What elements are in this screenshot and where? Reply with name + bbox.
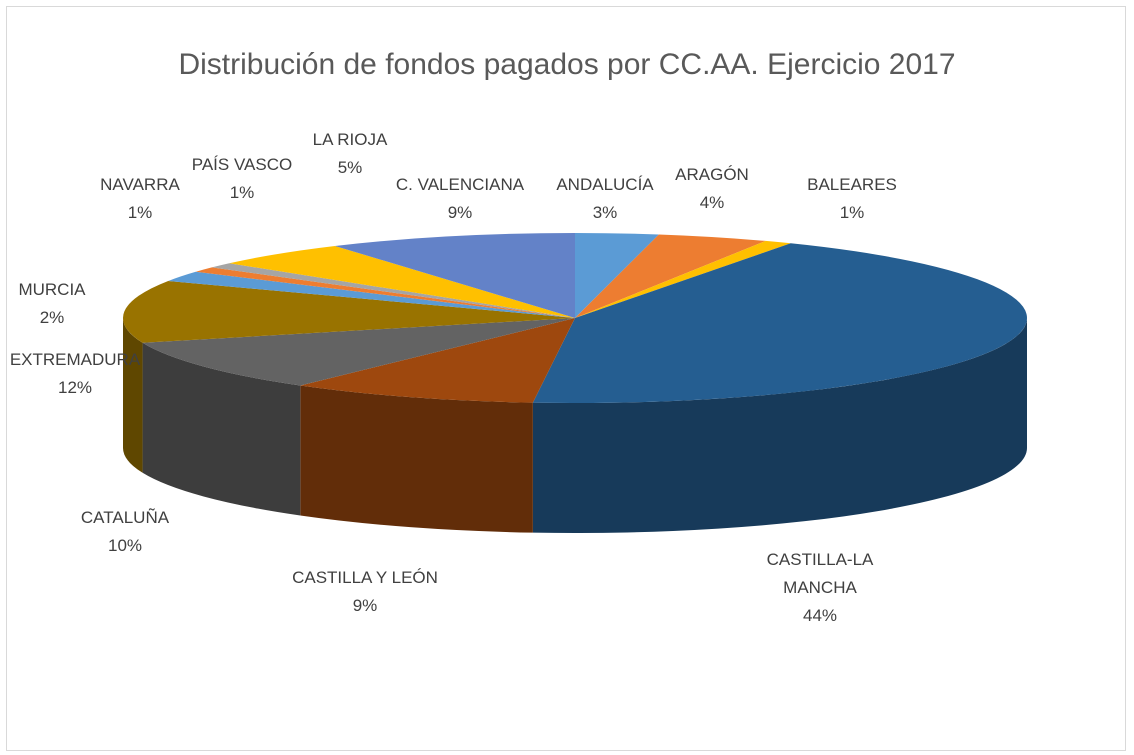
label-value: 9% [352,596,378,615]
label-value: 1% [127,203,153,222]
slice [142,318,576,386]
data-label: C. VALENCIANA 9% [350,171,570,227]
slice [195,267,575,318]
data-label: CASTILLA Y LEÓN 9% [255,564,475,620]
slice [575,240,791,318]
label-name: EXTREMADURA [9,350,141,369]
data-label: CATALUÑA 10% [15,504,235,560]
label-value: 2% [39,308,65,327]
label-value: 3% [592,203,618,222]
data-label: PAÍS VASCO 1% [132,151,352,207]
label-value: 12% [57,378,93,397]
slice [575,234,766,318]
chart-title: Distribución de fondos pagados por CC.AA… [178,48,956,81]
label-name: BALEARES [807,175,897,194]
label-name: ARAGÓN [675,165,749,184]
label-name: ANDALUCÍA [556,175,654,194]
slice-side [532,318,1027,533]
slice [168,271,576,318]
label-name: CASTILLA-LA MANCHA [766,550,874,597]
slice [334,233,575,318]
label-name: CATALUÑA [80,508,170,527]
slice [211,263,575,318]
label-value: 9% [447,203,473,222]
label-name: MURCIA [18,280,86,299]
slice [229,245,575,318]
label-value: 1% [229,183,255,202]
label-name: LA RIOJA [312,130,388,149]
chart-frame [6,6,1126,751]
data-label: ARAGÓN 4% [602,161,822,217]
label-value: 5% [337,158,363,177]
data-label: CASTILLA-LA MANCHA 44% [750,546,890,630]
label-value: 10% [107,536,143,555]
label-value: 4% [699,193,725,212]
label-value: 44% [802,606,838,625]
data-label: ANDALUCÍA 3% [495,171,715,227]
label-name: NAVARRA [100,175,180,194]
slice-side [300,385,533,533]
slice [532,243,1027,403]
data-label: BALEARES 1% [742,171,962,227]
data-label: EXTREMADURA 12% [0,346,185,402]
slice-side [142,342,301,516]
data-label: LA RIOJA 5% [240,126,460,182]
label-name: C. VALENCIANA [395,175,525,194]
label-value: 1% [839,203,865,222]
label-name: PAÍS VASCO [191,155,293,174]
slice [300,318,575,403]
slice [575,233,659,318]
slice [122,280,575,343]
data-label: MURCIA 2% [0,276,162,332]
data-label: NAVARRA 1% [30,171,250,227]
label-name: CASTILLA Y LEÓN [292,568,438,587]
slice-side [123,318,143,473]
